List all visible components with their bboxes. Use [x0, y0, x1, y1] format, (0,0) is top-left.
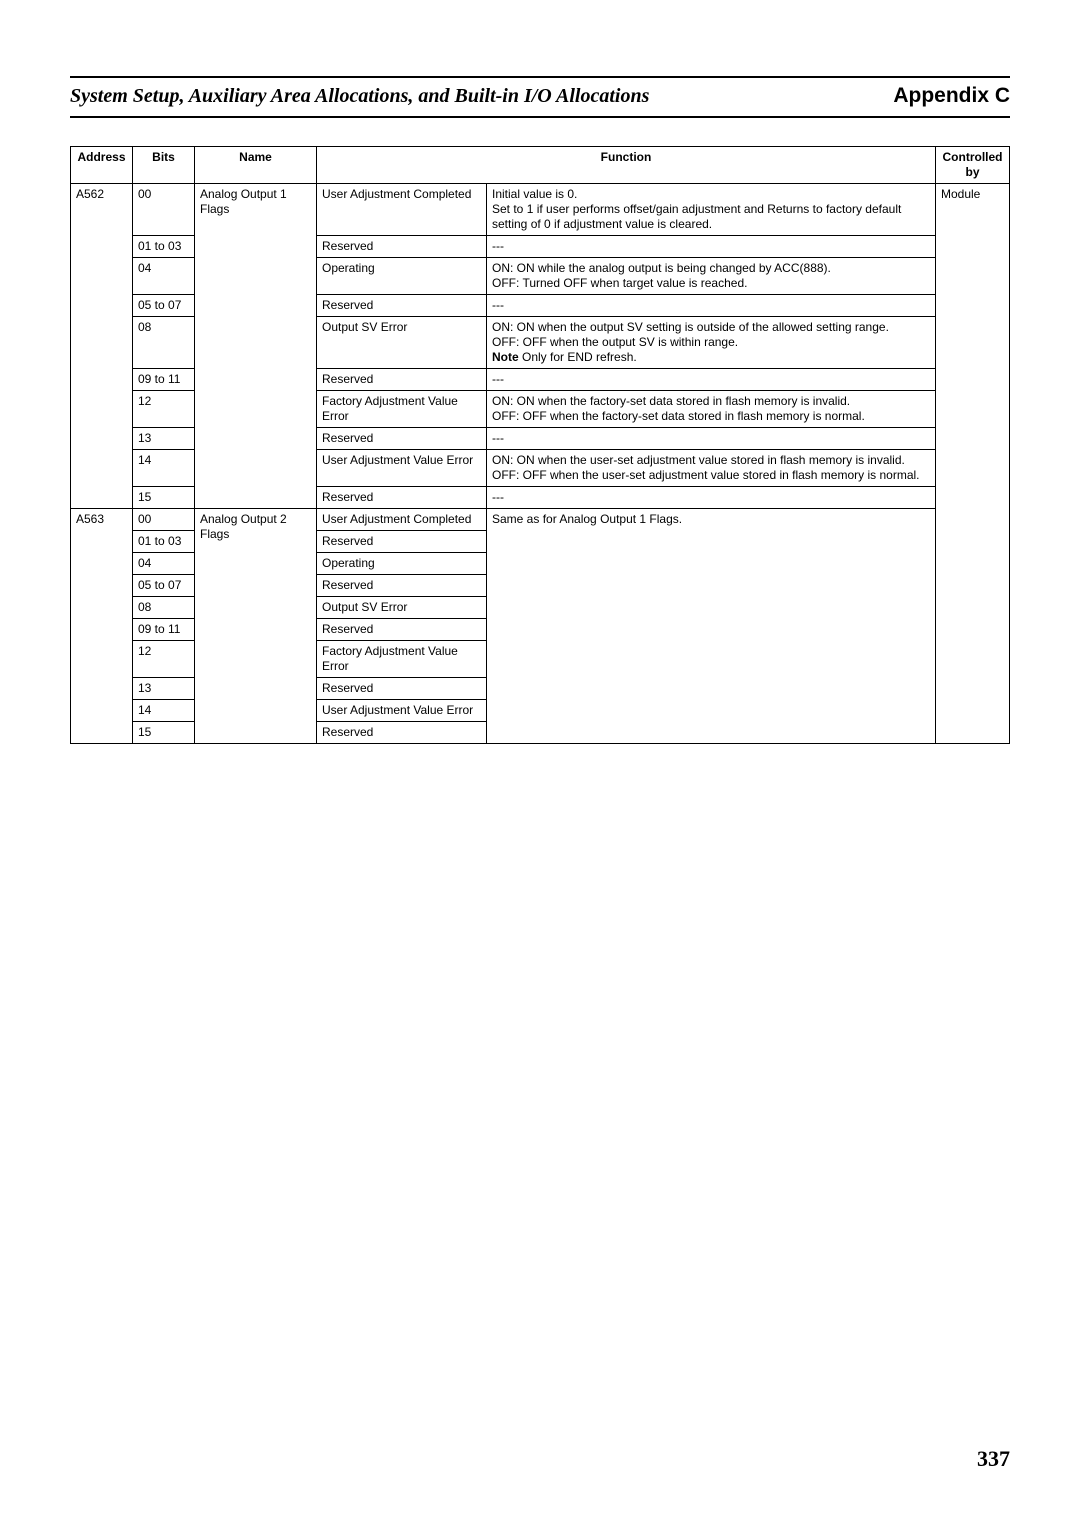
cell-function-name: Factory Adjustment Value Error	[317, 391, 487, 428]
cell-name: Analog Output 1 Flags	[195, 184, 317, 509]
cell-address: A562	[71, 184, 133, 509]
cell-function-name: Output SV Error	[317, 317, 487, 369]
cell-function-name: User Adjustment Value Error	[317, 450, 487, 487]
page-header: System Setup, Auxiliary Area Allocations…	[70, 76, 1010, 118]
cell-function-desc: ---	[487, 487, 936, 509]
cell-bits: 08	[133, 317, 195, 369]
cell-function-name: User Adjustment Value Error	[317, 700, 487, 722]
cell-bits: 12	[133, 641, 195, 678]
cell-function-name: Operating	[317, 553, 487, 575]
cell-address: A563	[71, 509, 133, 744]
cell-function-desc: ---	[487, 369, 936, 391]
cell-function-name: Reserved	[317, 722, 487, 744]
table-row: A56300Analog Output 2 FlagsUser Adjustme…	[71, 509, 1010, 531]
allocation-table: Address Bits Name Function Controlled by…	[70, 146, 1010, 744]
cell-function-desc: ---	[487, 428, 936, 450]
col-address: Address	[71, 147, 133, 184]
cell-function-desc: ON: ON when the user-set adjustment valu…	[487, 450, 936, 487]
cell-bits: 13	[133, 428, 195, 450]
cell-bits: 00	[133, 184, 195, 236]
cell-function-name: User Adjustment Completed	[317, 509, 487, 531]
cell-bits: 09 to 11	[133, 369, 195, 391]
cell-controlled-by: Module	[936, 184, 1010, 744]
cell-function-desc: ON: ON when the factory-set data stored …	[487, 391, 936, 428]
cell-function-desc: ---	[487, 236, 936, 258]
page-number: 337	[977, 1446, 1010, 1472]
cell-function-name: Reserved	[317, 236, 487, 258]
cell-function-name: Reserved	[317, 428, 487, 450]
cell-function-name: User Adjustment Completed	[317, 184, 487, 236]
col-controlled-by: Controlled by	[936, 147, 1010, 184]
col-name: Name	[195, 147, 317, 184]
col-function: Function	[317, 147, 936, 184]
cell-function-desc: ON: ON when the output SV setting is out…	[487, 317, 936, 369]
header-title-left: System Setup, Auxiliary Area Allocations…	[70, 85, 649, 108]
table-header-row: Address Bits Name Function Controlled by	[71, 147, 1010, 184]
cell-bits: 12	[133, 391, 195, 428]
cell-bits: 04	[133, 553, 195, 575]
cell-function-desc: Same as for Analog Output 1 Flags.	[487, 509, 936, 744]
cell-bits: 14	[133, 450, 195, 487]
col-bits: Bits	[133, 147, 195, 184]
cell-function-name: Reserved	[317, 619, 487, 641]
cell-bits: 13	[133, 678, 195, 700]
table-body: A56200Analog Output 1 FlagsUser Adjustme…	[71, 184, 1010, 744]
cell-bits: 01 to 03	[133, 531, 195, 553]
cell-bits: 14	[133, 700, 195, 722]
cell-function-name: Reserved	[317, 487, 487, 509]
cell-bits: 08	[133, 597, 195, 619]
cell-bits: 05 to 07	[133, 575, 195, 597]
cell-function-name: Reserved	[317, 678, 487, 700]
cell-function-desc: ---	[487, 295, 936, 317]
cell-function-desc: ON: ON while the analog output is being …	[487, 258, 936, 295]
note-label: Note	[492, 350, 519, 364]
cell-bits: 09 to 11	[133, 619, 195, 641]
cell-function-desc: Initial value is 0.Set to 1 if user perf…	[487, 184, 936, 236]
cell-name: Analog Output 2 Flags	[195, 509, 317, 744]
cell-bits: 01 to 03	[133, 236, 195, 258]
cell-function-name: Reserved	[317, 369, 487, 391]
cell-function-name: Reserved	[317, 575, 487, 597]
cell-bits: 04	[133, 258, 195, 295]
cell-function-name: Reserved	[317, 531, 487, 553]
cell-function-name: Factory Adjustment Value Error	[317, 641, 487, 678]
cell-function-name: Operating	[317, 258, 487, 295]
cell-bits: 15	[133, 487, 195, 509]
cell-function-name: Reserved	[317, 295, 487, 317]
cell-bits: 05 to 07	[133, 295, 195, 317]
cell-bits: 00	[133, 509, 195, 531]
cell-function-name: Output SV Error	[317, 597, 487, 619]
table-row: A56200Analog Output 1 FlagsUser Adjustme…	[71, 184, 1010, 236]
cell-bits: 15	[133, 722, 195, 744]
header-title-right: Appendix C	[893, 84, 1010, 108]
